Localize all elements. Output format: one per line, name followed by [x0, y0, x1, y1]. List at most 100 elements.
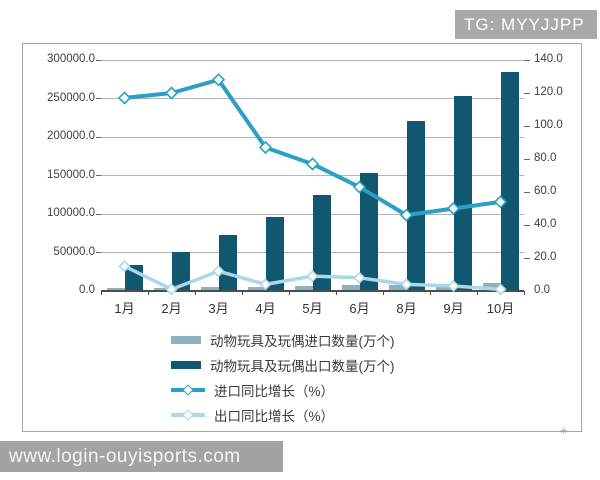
- legend-bar-swatch: [171, 336, 201, 344]
- import-bar: [388, 284, 407, 290]
- diamond-marker: [118, 260, 131, 273]
- x-axis-tick: [101, 291, 102, 295]
- left-axis-label: 300000.0: [47, 53, 95, 65]
- right-axis-tick: [524, 224, 530, 226]
- import-bar: [106, 288, 125, 290]
- legend-bar-swatch: [171, 361, 201, 369]
- right-axis-tick: [524, 125, 530, 127]
- right-axis-label: 40.0: [534, 218, 557, 230]
- legend-label: 动物玩具及玩偶出口数量(万个): [210, 359, 395, 374]
- export-bar: [312, 194, 331, 290]
- line-layer: [117, 73, 508, 296]
- left-axis-tick: [96, 175, 101, 176]
- diamond-marker: [400, 278, 413, 291]
- x-axis-tick: [289, 291, 290, 295]
- diamond-marker: [447, 279, 460, 293]
- legend-item: 进口同比增长（%）: [171, 383, 395, 399]
- left-axis-label: 0.0: [79, 284, 95, 296]
- export-bar: [265, 216, 284, 290]
- diamond-marker: [258, 140, 273, 155]
- legend: 动物玩具及玩偶进口数量(万个) 动物玩具及玩偶出口数量(万个) 进口同比增长（%） 出…: [171, 333, 395, 424]
- legend-label: 出口同比增长（%）: [214, 409, 335, 424]
- gridline: [101, 98, 524, 99]
- diamond-marker: [117, 91, 132, 105]
- legend-item: 出口同比增长（%）: [171, 408, 395, 424]
- legend-line-swatch: [171, 409, 205, 421]
- x-axis-tick: [148, 291, 149, 295]
- left-axis-tick: [96, 98, 101, 99]
- legend-label: 动物玩具及玩偶进口数量(万个): [210, 334, 395, 349]
- x-axis-label: 4月: [255, 301, 276, 316]
- legend-diamond-icon: [182, 384, 194, 396]
- left-axis-tick: [96, 59, 101, 61]
- x-axis-label: 8月: [396, 301, 417, 316]
- diamond-marker: [353, 271, 366, 284]
- left-axis-label: 50000.0: [53, 245, 95, 258]
- x-axis-label: 10月: [486, 301, 515, 316]
- plot-area: [96, 59, 530, 296]
- left-axis-label: 150000.0: [47, 168, 95, 181]
- diamond-marker: [493, 195, 508, 209]
- left-axis-label: 100000.0: [47, 207, 95, 219]
- right-axis-label: 60.0: [534, 185, 557, 197]
- diamond-marker: [399, 208, 414, 222]
- diamond-marker: [306, 270, 319, 283]
- left-axis-label: 250000.0: [47, 91, 95, 104]
- export-bar: [406, 120, 425, 290]
- site-watermark-bar: www.login-ouyisports.com: [0, 441, 283, 472]
- import-bar: [294, 285, 313, 290]
- export-bar: [500, 72, 519, 290]
- resize-handle-artifact: ✳: [560, 426, 568, 436]
- import-growth-line: [124, 77, 501, 218]
- legend-diamond-icon: [182, 409, 194, 421]
- right-axis-label: 140.0: [534, 53, 563, 65]
- diamond-marker: [211, 73, 226, 87]
- left-axis-tick: [96, 213, 101, 215]
- x-axis-label: 1月: [114, 301, 135, 316]
- gridline: [101, 59, 524, 61]
- x-axis-label: 5月: [302, 301, 323, 316]
- x-axis: 1月 2月 3月 4月 5月 6月 8月 9月 10月: [101, 298, 524, 316]
- right-axis-label: 20.0: [534, 251, 557, 263]
- gridline: [101, 175, 524, 176]
- import-bar: [200, 286, 219, 290]
- chart-frame: 1月 2月 3月 4月 5月 6月 8月 9月 10月 0.0 50000.0 100000.0 15…: [22, 43, 582, 432]
- right-axis-tick: [524, 158, 530, 160]
- right-axis-tick: [524, 257, 530, 259]
- right-axis-label: 80.0: [534, 152, 557, 164]
- import-bar: [247, 286, 266, 290]
- export-bar: [359, 172, 378, 290]
- import-bar: [153, 287, 172, 290]
- diamond-marker: [165, 283, 178, 296]
- x-axis-tick: [383, 291, 384, 295]
- x-axis-label: 6月: [349, 301, 370, 316]
- left-axis-tick: [96, 252, 101, 253]
- x-axis-label: 3月: [208, 301, 229, 316]
- x-axis-label: 2月: [161, 301, 182, 316]
- export-bar: [171, 251, 190, 290]
- right-axis-tick: [524, 92, 530, 94]
- legend-item: 动物玩具及玩偶进口数量(万个): [171, 333, 395, 349]
- export-bar: [453, 95, 472, 290]
- telegram-watermark-badge: TG: MYYJJPP: [455, 10, 597, 39]
- right-axis-tick: [524, 191, 530, 193]
- x-axis-tick: [195, 291, 196, 295]
- diamond-marker: [352, 180, 367, 194]
- diamond-marker: [212, 265, 225, 278]
- legend-label: 进口同比增长（%）: [214, 384, 335, 399]
- x-axis-tick: [524, 291, 525, 295]
- left-axis-label: 200000.0: [47, 130, 95, 142]
- right-axis-label: 120.0: [534, 86, 563, 98]
- right-axis-label: 0.0: [534, 284, 550, 296]
- import-bar: [341, 285, 360, 290]
- x-axis-tick: [242, 291, 243, 295]
- import-bar: [482, 283, 501, 290]
- x-axis-label: 9月: [443, 301, 464, 316]
- gridline: [101, 136, 524, 138]
- legend-line-swatch: [171, 384, 205, 396]
- x-axis-tick: [430, 291, 431, 295]
- diamond-marker: [305, 157, 320, 171]
- diamond-marker: [259, 278, 272, 291]
- right-axis-tick: [524, 59, 530, 61]
- x-axis-tick: [477, 291, 478, 295]
